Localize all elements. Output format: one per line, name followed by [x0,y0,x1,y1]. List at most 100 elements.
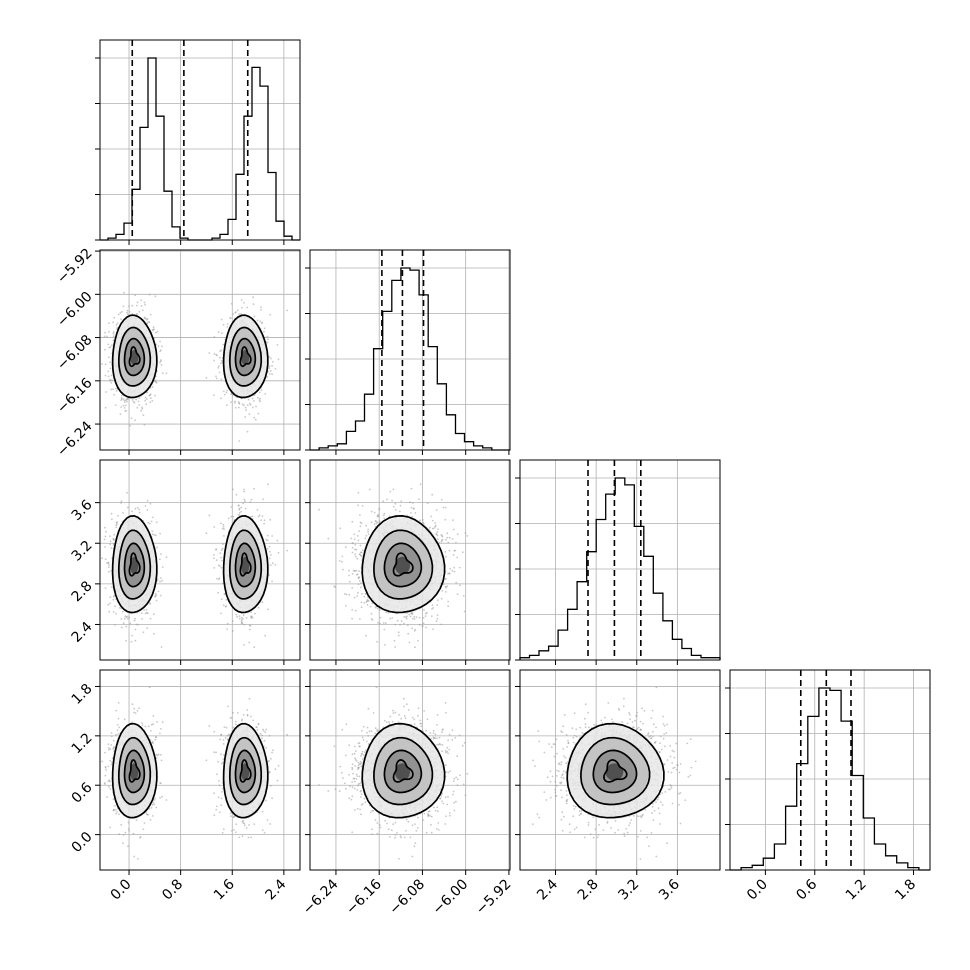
scatter-point [255,405,257,408]
scatter-point [257,412,260,415]
scatter-point [243,644,246,646]
scatter-point [244,507,247,510]
scatter-point [271,535,273,537]
scatter-point [431,604,434,606]
scatter-point [435,620,438,622]
scatter-point [123,407,126,409]
scatter-point [238,507,241,510]
scatter-point [266,539,269,542]
scatter-point [143,423,146,426]
scatter-point [220,549,223,551]
scatter-point [152,326,155,329]
scatter-point [220,378,223,381]
scatter-point [418,616,421,619]
scatter-point [104,587,107,589]
scatter-point [122,512,124,514]
scatter-point [251,616,254,619]
scatter-point [419,519,422,522]
scatter-point [249,615,252,618]
scatter-point [115,526,118,529]
scatter-point [128,616,131,619]
scatter-point [271,580,273,583]
scatter-point [277,358,280,361]
scatter-point [411,617,414,620]
scatter-point [130,417,133,419]
scatter-point [270,554,272,556]
scatter-point [377,622,379,624]
scatter-point [215,548,218,550]
scatter-point [146,612,149,615]
scatter-point [225,391,228,394]
scatter-point [256,319,259,322]
scatter-point [109,596,112,598]
scatter-point [371,619,374,621]
scatter-point [160,363,163,366]
scatter-point [268,545,271,548]
scatter-point [238,617,241,620]
scatter-point [222,523,225,526]
scatter-point [121,610,124,613]
scatter-point [229,317,232,319]
scatter-point [406,624,409,627]
panel-frame [99,39,301,241]
scatter-point [261,515,264,517]
scatter-point [237,504,240,507]
scatter-point [112,331,115,333]
scatter-point [111,586,113,588]
scatter-point [455,541,457,544]
scatter-point [394,508,397,511]
scatter-point [391,617,394,619]
scatter-point [453,570,456,573]
scatter-point [151,386,154,388]
scatter-point [146,509,149,511]
scatter-point [220,522,222,525]
scatter-point [241,306,243,309]
scatter-point [230,506,233,508]
scatter-point [436,604,439,606]
scatter-point [110,381,113,384]
scatter-point [414,628,417,631]
scatter-point [243,623,246,626]
scatter-point [263,327,266,330]
scatter-point [269,313,272,316]
scatter-point [360,586,362,589]
scatter-point [220,349,223,352]
scatter-point [110,388,113,391]
scatter-point [248,641,251,644]
scatter-point [160,646,163,648]
scatter-point [213,557,215,560]
scatter-point [223,593,226,596]
scatter-point [253,416,256,419]
scatter-point [411,515,413,518]
scatter-point [226,622,229,625]
scatter-point [109,602,111,605]
scatter-point [254,612,256,615]
scatter-point [218,371,221,374]
scatter-point [220,598,223,601]
scatter-point [123,617,126,620]
scatter-point [448,549,451,552]
scatter-point [435,509,438,511]
scatter-point [252,296,255,299]
scatter-point [389,490,392,493]
scatter-point [394,623,397,626]
scatter-point [230,401,233,404]
scatter-point [116,326,119,329]
scatter-point [122,305,125,308]
scatter-point [246,404,249,406]
scatter-point [271,364,273,367]
scatter-point [151,530,154,532]
scatter-point [119,311,122,314]
scatter-point [108,563,110,566]
scatter-point [270,357,272,360]
scatter-point [244,416,247,418]
scatter-point [226,628,229,630]
scatter-point [222,543,224,545]
scatter-point [213,353,216,355]
scatter-point [109,535,111,538]
scatter-point [238,406,240,409]
scatter-point [124,410,127,412]
scatter-point [219,552,222,554]
scatter-point [261,322,263,324]
scatter-point [220,556,223,559]
